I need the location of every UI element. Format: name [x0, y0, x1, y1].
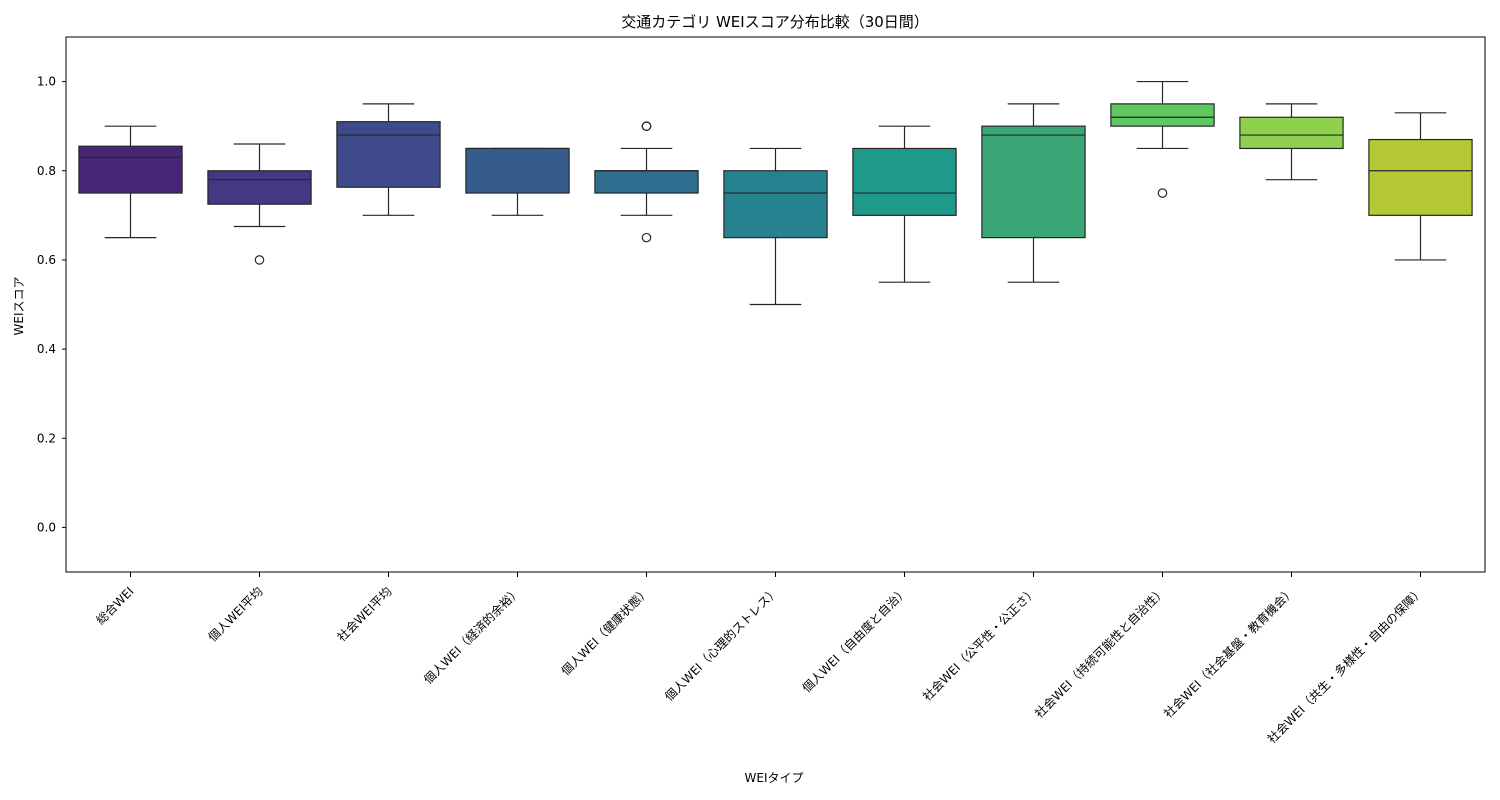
- box: [723, 170, 828, 239]
- x-tick-label: 総合WEI: [93, 584, 137, 628]
- x-tick-label: 個人WEI（健康状態）: [558, 584, 653, 679]
- outlier-point: [1157, 188, 1168, 198]
- x-tick-label: 社会WEI（社会基盤・教育機会）: [1160, 584, 1297, 721]
- y-tick-label: 0.8: [37, 164, 56, 178]
- outlier-point: [254, 255, 265, 265]
- y-tick-label: 0.6: [37, 253, 56, 267]
- outlier-point: [641, 121, 652, 131]
- y-tick-label: 1.0: [37, 75, 56, 89]
- x-tick-label: 個人WEI平均: [206, 584, 266, 644]
- box: [1239, 116, 1344, 150]
- x-tick-label: 個人WEI（経済的余裕）: [420, 584, 523, 687]
- x-axis-label: WEIタイプ: [745, 771, 804, 785]
- box: [465, 147, 570, 194]
- box: [981, 125, 1086, 239]
- box: [78, 145, 183, 194]
- y-tick-label: 0.0: [37, 520, 56, 534]
- box: [336, 121, 441, 188]
- x-tick-label: 社会WEI（公平性・公正さ）: [919, 584, 1039, 704]
- x-tick-label: 社会WEI平均: [334, 584, 395, 645]
- y-tick-label: 0.2: [37, 431, 56, 445]
- box: [594, 170, 699, 194]
- x-tick-label: 個人WEI（心理的ストレス）: [661, 584, 781, 704]
- box: [1110, 103, 1215, 127]
- y-axis-label: WEIスコア: [12, 277, 26, 336]
- box: [207, 170, 312, 205]
- y-tick-label: 0.4: [37, 342, 56, 356]
- box: [1368, 138, 1473, 216]
- box: [852, 147, 957, 216]
- x-tick-label: 個人WEI（自由度と自治）: [799, 584, 911, 696]
- chart-title: 交通カテゴリ WEIスコア分布比較（30日間）: [621, 13, 929, 31]
- x-tick-label: 社会WEI（共生・多様性・自由の保障）: [1264, 584, 1427, 747]
- x-tick-label: 社会WEI（持続可能性と自治性）: [1031, 584, 1168, 721]
- outlier-point: [641, 232, 652, 243]
